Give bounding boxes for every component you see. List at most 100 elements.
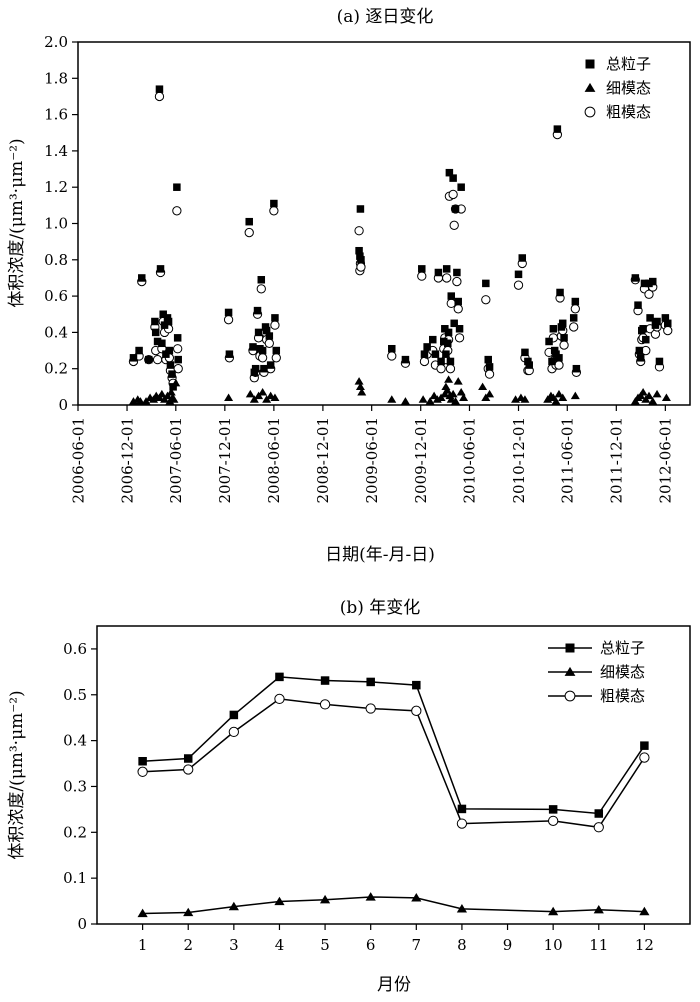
chart-b-legend-label: 总粒子: [600, 639, 645, 657]
chart-a-point: [356, 262, 366, 272]
chart-b-x-tick-label: 6: [366, 936, 376, 954]
chart-a-point: [245, 217, 253, 226]
chart-a-point: [450, 319, 458, 328]
chart-b-point: [640, 741, 649, 750]
chart-a-point: [558, 319, 567, 328]
chart-a-point: [265, 332, 274, 340]
chart-a-y-tick-label: 0.2: [44, 360, 68, 378]
chart-a-point: [224, 308, 233, 317]
chart-a-point: [354, 226, 364, 236]
chart-b-point: [412, 680, 421, 690]
chart-a-point: [570, 304, 580, 314]
chart-b-point: [593, 904, 604, 914]
chart-a-point: [518, 254, 527, 262]
chart-b-point: [365, 703, 376, 714]
chart-b-x-tick-label: 3: [229, 936, 239, 954]
chart-b-series-line: [142, 698, 646, 829]
chart-b-point: [183, 907, 194, 917]
chart-a-point: [168, 370, 176, 378]
chart-a-point: [559, 340, 569, 350]
chart-a-point: [258, 388, 268, 396]
chart-a-point: [484, 369, 495, 379]
chart-a-point: [254, 328, 263, 337]
chart-a-point: [156, 265, 165, 273]
chart-b-legend-marker: [564, 666, 576, 676]
chart-a-point: [451, 205, 460, 213]
chart-b-y-tick-label: 0.1: [63, 869, 87, 887]
chart-b-x-tick-label: 10: [544, 936, 563, 954]
chart-a-point: [553, 125, 562, 133]
chart-a-x-tick-label: 2008-06-01: [265, 417, 283, 503]
chart-b-y-tick-label: 0.6: [63, 640, 87, 658]
chart-b-y-tick-label: 0.4: [63, 732, 87, 750]
chart-a-point: [271, 314, 279, 322]
chart-b-title: (b) 年变化: [340, 598, 421, 618]
chart-a-legend-label: 总粒子: [606, 55, 651, 73]
chart-a-point: [418, 395, 428, 403]
chart-a-point: [664, 319, 672, 328]
chart-b-point: [319, 894, 331, 904]
chart-b-x-tick-label: 2: [183, 936, 193, 954]
chart-a-y-tick-label: 1.8: [44, 69, 68, 87]
chart-b-marks: [137, 672, 650, 918]
chart-a-legend-marker: [584, 82, 596, 92]
chart-b-x-tick-label: 8: [457, 936, 467, 954]
chart-a-point: [661, 314, 670, 322]
chart-a-x-tick-label: 2008-12-01: [314, 417, 332, 503]
chart-a-point: [453, 377, 463, 385]
chart-b-point: [320, 676, 330, 685]
chart-a-point: [429, 335, 437, 344]
chart-a-point: [453, 304, 463, 314]
chart-a-point: [570, 391, 580, 400]
chart-a-point: [354, 377, 364, 385]
chart-a-y-tick-label: 2.0: [44, 33, 68, 51]
chart-b-series-3: [137, 693, 650, 833]
chart-b-point: [274, 693, 285, 705]
chart-a-point: [269, 206, 279, 216]
chart-a-point: [449, 174, 457, 182]
chart-b-point: [593, 822, 604, 833]
chart-a-point: [434, 268, 443, 277]
chart-a-y-tick-label: 1.4: [44, 142, 68, 160]
chart-a-point: [135, 397, 145, 405]
chart-a-point: [455, 325, 464, 333]
chart-a-y-tick-label: 0.8: [44, 251, 68, 269]
chart-b-point: [228, 726, 239, 738]
chart-a-point: [478, 382, 488, 391]
chart-a-x-tick-label: 2011-06-01: [559, 417, 577, 503]
chart-b-point: [411, 705, 422, 716]
chart-a-point: [545, 337, 553, 346]
chart-a-point: [417, 271, 427, 281]
chart-a-point: [549, 325, 558, 333]
chart-a-point: [158, 339, 166, 348]
chart-b-point: [137, 766, 148, 777]
chart-a-point: [151, 328, 160, 337]
chart-a-point: [447, 292, 456, 300]
chart-b-point: [275, 672, 284, 682]
chart-a-y-tick-label: 1.0: [44, 215, 68, 233]
chart-a-point: [571, 297, 580, 306]
chart-a-point: [160, 321, 169, 329]
chart-a-x-tick-label: 2006-06-01: [69, 417, 87, 503]
chart-a-y-label: 体积浓度/(μm³·μm⁻²): [7, 138, 27, 307]
chart-a-point: [129, 354, 138, 362]
chart-a-point: [256, 284, 266, 294]
chart-a-point: [431, 350, 440, 358]
chart-a-point: [440, 337, 448, 346]
chart-b-x-tick-label: 1: [138, 936, 148, 954]
chart-a-point: [388, 344, 396, 353]
chart-a-point: [551, 397, 561, 405]
chart-a-point: [270, 320, 280, 330]
chart-a-point: [442, 265, 451, 273]
chart-a-x-tick-label: 2007-12-01: [216, 417, 234, 503]
chart-a-point: [249, 343, 257, 351]
chart-a-point: [441, 325, 449, 333]
chart-a-point: [636, 354, 645, 362]
chart-a-point: [448, 189, 458, 200]
chart-b-point: [137, 908, 148, 918]
chart-a-point: [436, 364, 446, 374]
chart-b-point: [365, 892, 376, 901]
chart-a-point: [173, 344, 183, 354]
chart-b-y-tick-label: 0.2: [63, 823, 87, 841]
